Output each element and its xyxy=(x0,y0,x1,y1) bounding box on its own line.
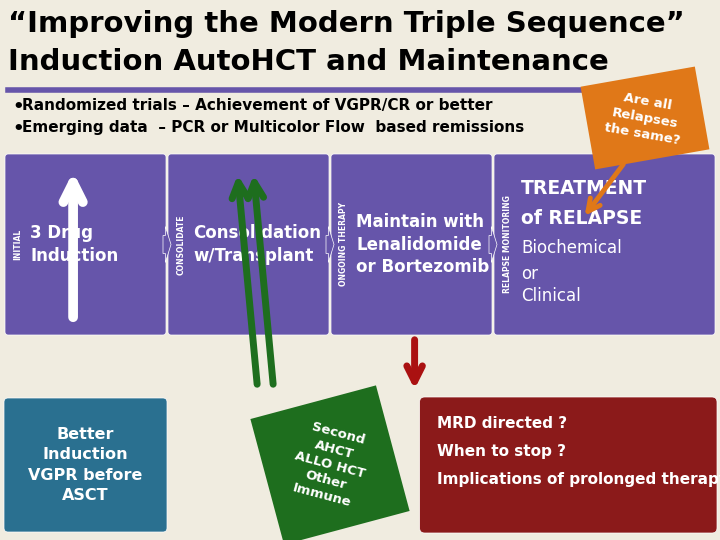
Polygon shape xyxy=(489,226,497,262)
FancyBboxPatch shape xyxy=(168,154,329,335)
Polygon shape xyxy=(326,226,334,262)
Polygon shape xyxy=(163,226,171,262)
Text: Induction AutoHCT and Maintenance: Induction AutoHCT and Maintenance xyxy=(8,48,608,76)
FancyBboxPatch shape xyxy=(331,154,492,335)
Text: CONSOLIDATE: CONSOLIDATE xyxy=(176,214,186,275)
FancyBboxPatch shape xyxy=(420,397,717,533)
Text: Second
AHCT
ALLO HCT
Other
Immune: Second AHCT ALLO HCT Other Immune xyxy=(285,418,375,511)
Text: Implications of prolonged therapy: Implications of prolonged therapy xyxy=(436,472,720,487)
Text: Better
Induction
VGPR before
ASCT: Better Induction VGPR before ASCT xyxy=(28,427,143,503)
Text: ONGOING THERAPY: ONGOING THERAPY xyxy=(340,202,348,287)
Text: TREATMENT: TREATMENT xyxy=(521,179,647,198)
Text: When to stop ?: When to stop ? xyxy=(436,444,566,459)
Text: INITIAL: INITIAL xyxy=(14,229,22,260)
Text: 3 Drug
Induction: 3 Drug Induction xyxy=(30,225,118,265)
Text: •: • xyxy=(12,120,24,138)
Polygon shape xyxy=(251,386,410,540)
Text: Consolidation
w/Transplant: Consolidation w/Transplant xyxy=(193,225,321,265)
FancyBboxPatch shape xyxy=(494,154,715,335)
Text: “Improving the Modern Triple Sequence”: “Improving the Modern Triple Sequence” xyxy=(8,10,685,38)
Polygon shape xyxy=(580,66,709,170)
FancyBboxPatch shape xyxy=(5,154,166,335)
Text: Maintain with
Lenalidomide
or Bortezomib: Maintain with Lenalidomide or Bortezomib xyxy=(356,213,490,276)
Text: MRD directed ?: MRD directed ? xyxy=(436,416,567,431)
Text: of RELAPSE: of RELAPSE xyxy=(521,209,642,228)
Text: Clinical: Clinical xyxy=(521,287,581,305)
Text: RELAPSE MONITORING: RELAPSE MONITORING xyxy=(503,195,511,293)
Text: Biochemical: Biochemical xyxy=(521,239,622,257)
Text: Randomized trials – Achievement of VGPR/CR or better: Randomized trials – Achievement of VGPR/… xyxy=(22,98,492,113)
Text: or: or xyxy=(521,265,538,283)
Text: •: • xyxy=(12,98,24,116)
Text: Are all
Relapses
the same?: Are all Relapses the same? xyxy=(603,89,687,147)
FancyBboxPatch shape xyxy=(4,398,167,532)
Text: Emerging data  – PCR or Multicolor Flow  based remissions: Emerging data – PCR or Multicolor Flow b… xyxy=(22,120,524,135)
